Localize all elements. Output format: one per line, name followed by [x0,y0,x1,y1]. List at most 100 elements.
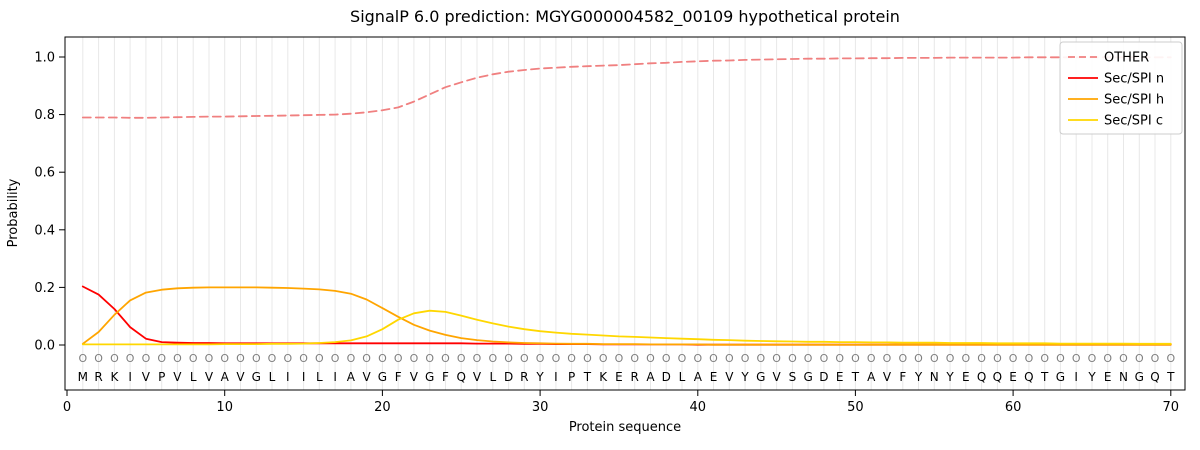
sequence-letter: P [158,370,165,384]
sequence-letter: F [442,370,449,384]
sequence-letter: N [1119,370,1128,384]
region-label: O [110,352,119,365]
sequence-letter: I [128,370,132,384]
region-label: O [283,352,292,365]
region-label: O [126,352,135,365]
sequence-letter: A [221,370,230,384]
sequence-letter: V [205,370,214,384]
sequence-letter: G [803,370,812,384]
sequence-letter: V [236,370,245,384]
sequence-letter: G [1135,370,1144,384]
x-tick-label: 10 [216,400,233,415]
sequence-letter: I [302,370,306,384]
y-tick-label: 0.8 [34,108,55,123]
sequence-letter: P [568,370,575,384]
sequence-letter: N [930,370,939,384]
region-label: O [1009,352,1018,365]
region-label: O [331,352,340,365]
region-label: O [488,352,497,365]
region-label: O [630,352,639,365]
sequence-letter: R [631,370,639,384]
y-tick-label: 0.2 [34,281,55,296]
region-label: O [1040,352,1049,365]
region-label: O [1088,352,1097,365]
sequence-letter: V [173,370,182,384]
region-label: O [1135,352,1144,365]
legend-label: Sec/SPI n [1104,72,1164,87]
sequence-letter: S [789,370,797,384]
region-label: O [299,352,308,365]
sequence-letter: R [94,370,102,384]
sequence-letter: E [710,370,718,384]
region-label: O [1103,352,1112,365]
axis-tick-labels: 0.0 0.2 0.4 0.6 0.8 1.0 0 10 20 30 40 50 60 70 [34,51,1179,416]
region-label: O [756,352,765,365]
region-label: O [851,352,860,365]
sequence-letter: D [819,370,828,384]
region-label: O [1166,352,1175,365]
sequence-letter: A [646,370,655,384]
region-label: O [1025,352,1034,365]
sequence-letter: V [142,370,151,384]
region-label: O [646,352,655,365]
region-label: O [961,352,970,365]
region-label: O [788,352,797,365]
chart-title: SignalP 6.0 prediction: MGYG000004582_00… [350,7,900,27]
region-label: O [835,352,844,365]
legend: OTHER Sec/SPI n Sec/SPI h Sec/SPI c [1059,41,1183,135]
plot-frame [64,36,1186,391]
region-label: O [599,352,608,365]
region-label: O [236,352,245,365]
sequence-letter: E [962,370,970,384]
sequence-letter: E [1104,370,1112,384]
sequence-letter: Q [456,370,465,384]
region-label: O [1056,352,1065,365]
sequence-letter: V [410,370,419,384]
sequence-letter: I [554,370,558,384]
region-label: O [220,352,229,365]
region-label: O [1072,352,1081,365]
sequence-letter: Y [945,370,954,384]
x-tick-label: 40 [690,400,707,415]
legend-box [1059,41,1183,135]
sequence-letter: M [78,370,88,384]
region-label: O [189,352,198,365]
region-label: O [425,352,434,365]
sequence-letter: L [489,370,496,384]
sequence-letter: L [679,370,686,384]
sequence-letter: R [520,370,528,384]
region-label: O [567,352,576,365]
sequence-letter: D [504,370,513,384]
sequence-letter: L [269,370,276,384]
series-line-3 [81,309,1172,346]
sequence-letter: T [851,370,860,384]
region-label: O [252,352,261,365]
region-label: O [173,352,182,365]
region-label: O [504,352,513,365]
sequence-letter: I [286,370,290,384]
sequence-letter: G [378,370,387,384]
region-label: O [709,352,718,365]
series-line-0 [81,56,1172,119]
sequence-letter: T [1040,370,1049,384]
sequence-letter: V [362,370,371,384]
sequence-letter: Y [1087,370,1096,384]
y-tick-label: 0.6 [34,166,55,181]
region-label: O [362,352,371,365]
region-label: O [142,352,151,365]
region-label: O [583,352,592,365]
region-label: O [615,352,624,365]
sequence-letter: V [772,370,781,384]
x-tick-label: 20 [374,400,391,415]
y-axis-label: Probability [6,178,21,247]
sequence-letter: G [1056,370,1065,384]
region-label: O [772,352,781,365]
region-label: O [347,352,356,365]
region-label: O [678,352,687,365]
region-label: O [268,352,277,365]
region-label: O [930,352,939,365]
